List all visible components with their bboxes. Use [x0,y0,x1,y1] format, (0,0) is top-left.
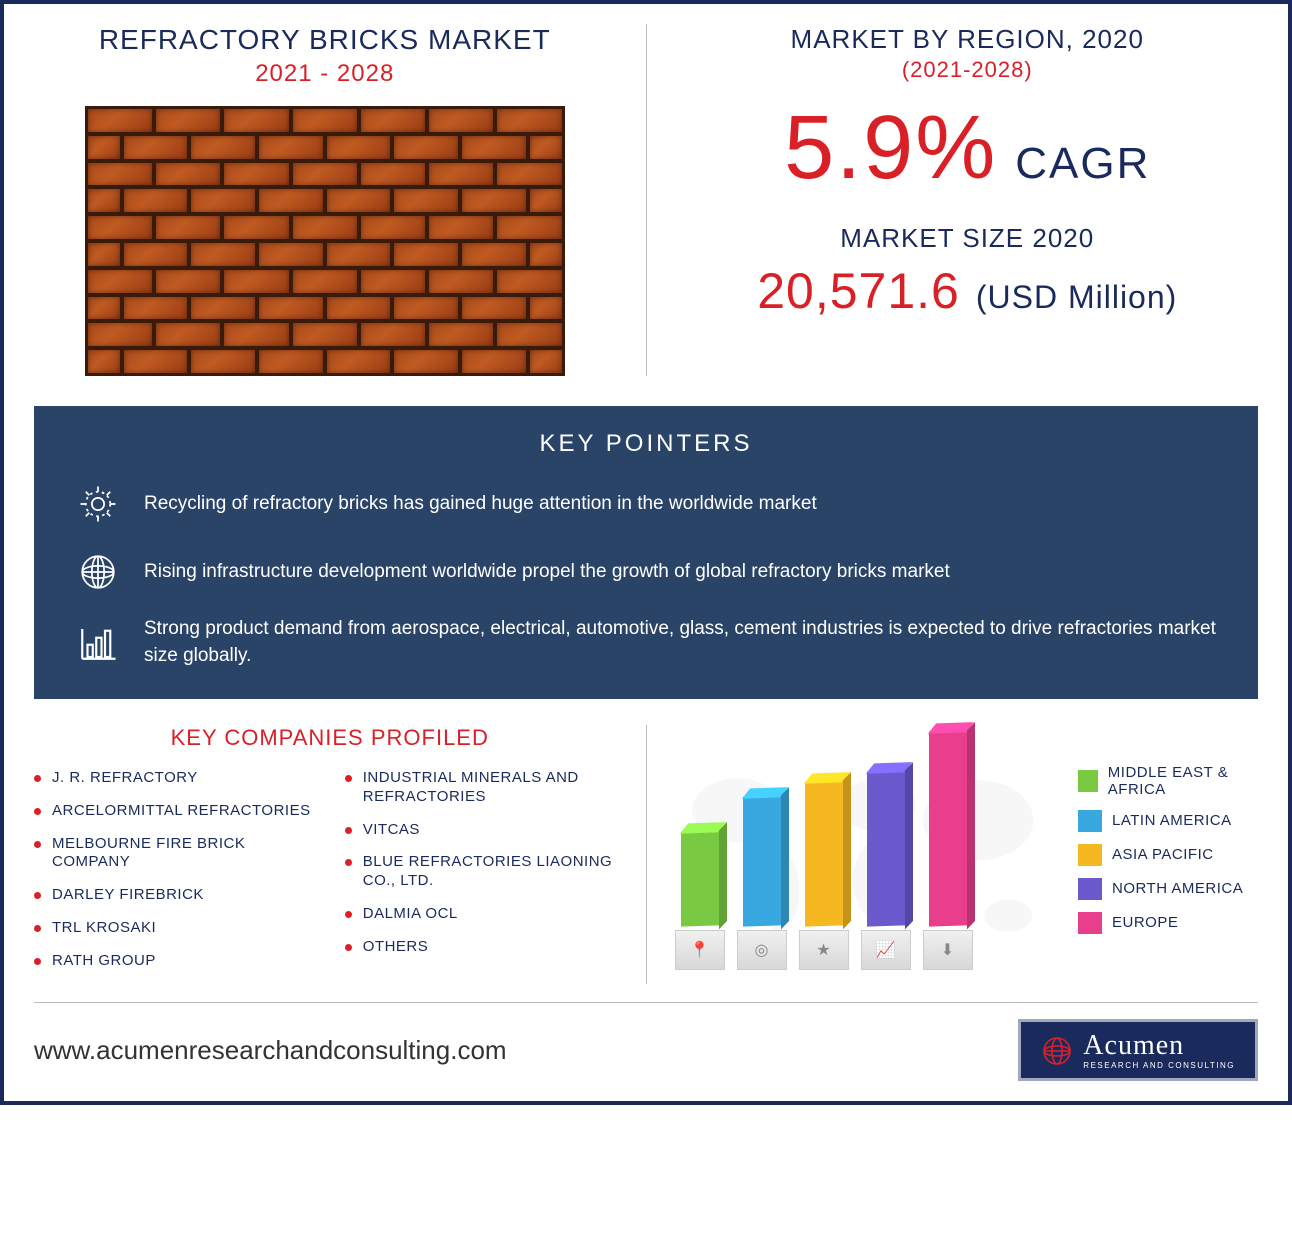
companies-columns: J. R. Refractory ArcelorMittal Refractori… [34,769,626,984]
top-left-panel: Refractory Bricks Market 2021 - 2028 [34,24,647,376]
infographic-page: Refractory Bricks Market 2021 - 2028 Mar… [0,0,1292,1105]
bar-unit: 📍 [677,831,723,970]
footer: www.acumenresearchandconsulting.com Acum… [34,1002,1258,1081]
region-title: Market by Region, 2020 [677,24,1259,55]
company-item: RATH Group [34,952,315,971]
bar-unit: ★ [801,781,847,970]
company-item: Dalmia OCL [345,905,626,924]
bottom-row: Key Companies Profiled J. R. Refractory A… [34,725,1258,984]
key-pointer-row: Rising infrastructure development worldw… [74,548,1218,596]
region-years: (2021-2028) [677,57,1259,83]
gear-icon [74,480,122,528]
key-pointer-row: Recycling of refractory bricks has gaine… [74,480,1218,528]
cagr-label: CAGR [1015,139,1150,189]
legend-item: Europe [1078,912,1258,934]
key-pointer-text: Recycling of refractory bricks has gaine… [144,491,817,518]
companies-panel: Key Companies Profiled J. R. Refractory A… [34,725,647,984]
brick-wall-image [85,106,565,376]
globe-icon [74,548,122,596]
company-item: TRL Krosaki [34,919,315,938]
company-item: Vitcas [345,821,626,840]
companies-col-1: J. R. Refractory ArcelorMittal Refractori… [34,769,315,984]
company-item: Others [345,938,626,957]
key-pointer-text: Rising infrastructure development worldw… [144,559,950,586]
bar-unit: ⬇ [925,731,971,970]
region-bar-chart: 📍◎★📈⬇ [667,740,1069,970]
main-title: Refractory Bricks Market [34,24,616,56]
logo-globe-icon [1041,1035,1073,1067]
market-size-row: 20,571.6 (USD Million) [677,262,1259,320]
legend-item: Asia Pacific [1078,844,1258,866]
logo-sub-text: RESEARCH AND CONSULTING [1083,1062,1235,1070]
bar-unit: ◎ [739,796,785,970]
bars-group: 📍◎★📈⬇ [677,731,971,970]
bar-chart-icon [74,619,122,667]
cagr-row: 5.9% CAGR [677,103,1259,193]
companies-title: Key Companies Profiled [34,725,626,751]
top-right-panel: Market by Region, 2020 (2021-2028) 5.9% … [647,24,1259,376]
region-chart-panel: 📍◎★📈⬇ Middle East & Africa Latin America A… [647,725,1259,984]
market-size-unit: (USD Million) [976,279,1177,316]
key-pointer-text: Strong product demand from aerospace, el… [144,616,1218,669]
legend-item: Middle East & Africa [1078,764,1258,798]
main-years: 2021 - 2028 [34,60,616,88]
legend-item: Latin America [1078,810,1258,832]
footer-url: www.acumenresearchandconsulting.com [34,1035,507,1066]
company-item: ArcelorMittal Refractories [34,802,315,821]
company-item: J. R. Refractory [34,769,315,788]
key-pointers-panel: Key Pointers Recycling of refractory bri… [34,406,1258,699]
company-item: Darley Firebrick [34,886,315,905]
bar-unit: 📈 [863,771,909,970]
logo-text: Acumen RESEARCH AND CONSULTING [1083,1032,1235,1070]
companies-col-2: Industrial Minerals and Refractories Vitc… [345,769,626,984]
legend-item: North America [1078,878,1258,900]
cagr-value: 5.9% [784,103,997,193]
company-item: Blue Refractories Liaoning Co., Ltd. [345,853,626,891]
company-item: Industrial Minerals and Refractories [345,769,626,807]
logo-main-text: Acumen [1083,1032,1235,1060]
key-pointers-title: Key Pointers [74,430,1218,458]
market-size-value: 20,571.6 [757,262,960,320]
top-row: Refractory Bricks Market 2021 - 2028 Mar… [34,24,1258,376]
acumen-logo: Acumen RESEARCH AND CONSULTING [1018,1019,1258,1081]
company-item: Melbourne Fire Brick Company [34,835,315,873]
key-pointer-row: Strong product demand from aerospace, el… [74,616,1218,669]
region-legend: Middle East & Africa Latin America Asia Pa… [1078,764,1258,946]
market-size-title: Market Size 2020 [677,223,1259,254]
